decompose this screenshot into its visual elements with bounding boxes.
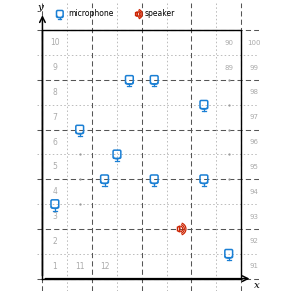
Text: 91: 91 — [249, 263, 258, 269]
Text: 95: 95 — [249, 164, 258, 170]
Text: 4: 4 — [52, 187, 57, 196]
Text: 97: 97 — [249, 114, 258, 120]
Text: 99: 99 — [249, 64, 258, 71]
Text: 3: 3 — [52, 212, 57, 221]
Text: 90: 90 — [224, 40, 233, 46]
Text: 9: 9 — [52, 63, 57, 72]
Text: 8: 8 — [52, 88, 57, 97]
Text: microphone: microphone — [68, 9, 113, 18]
Text: speaker: speaker — [145, 9, 175, 18]
Text: 93: 93 — [249, 213, 258, 220]
Text: 11: 11 — [75, 262, 84, 271]
Text: 6: 6 — [52, 138, 57, 146]
Text: x: x — [254, 281, 259, 290]
Text: 1: 1 — [52, 262, 57, 271]
Text: 7: 7 — [52, 113, 57, 122]
Text: y: y — [38, 3, 44, 12]
Text: 92: 92 — [249, 238, 258, 244]
Text: 5: 5 — [52, 162, 57, 171]
Text: 98: 98 — [249, 89, 258, 95]
Text: 94: 94 — [249, 189, 258, 195]
Text: 2: 2 — [52, 237, 57, 246]
Text: 100: 100 — [247, 40, 260, 46]
Text: 10: 10 — [50, 38, 60, 47]
Text: 12: 12 — [100, 262, 109, 271]
Text: 96: 96 — [249, 139, 258, 145]
Text: 89: 89 — [224, 64, 233, 71]
